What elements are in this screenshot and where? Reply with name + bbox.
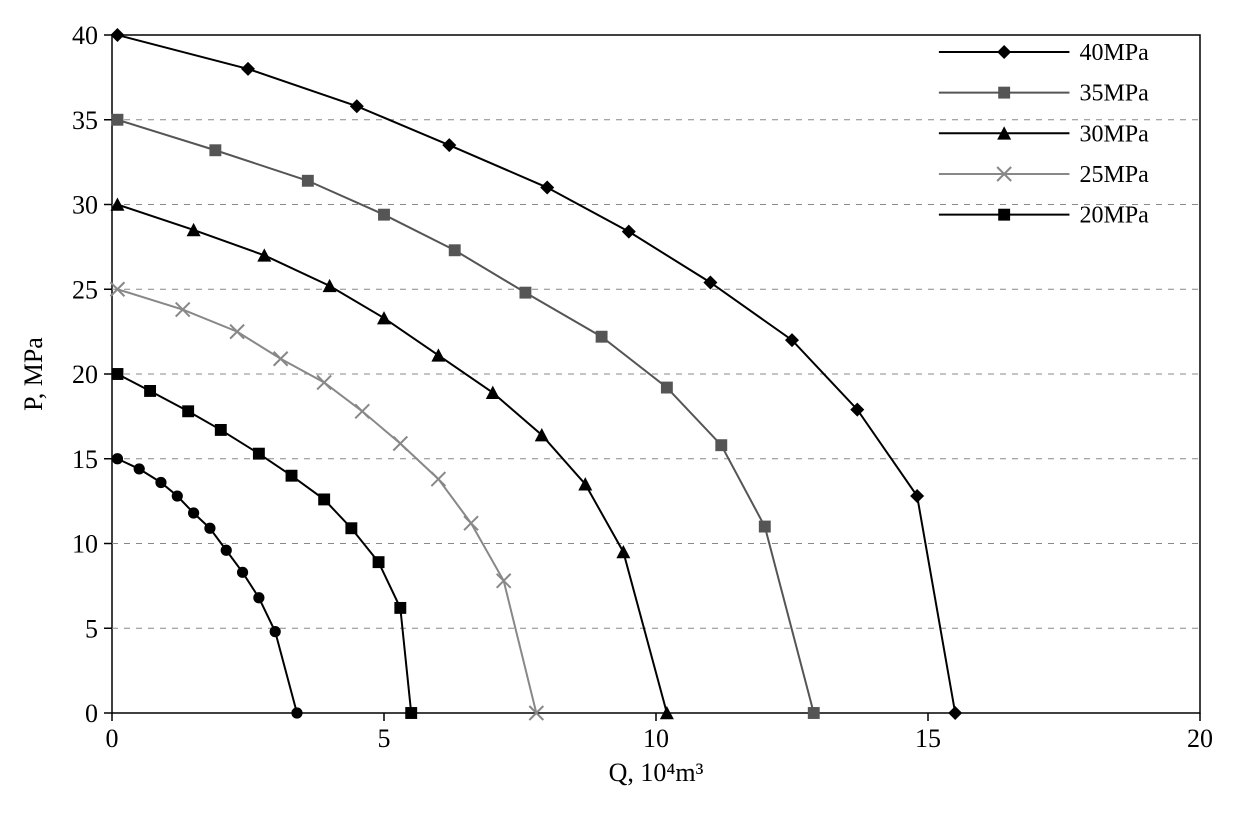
legend-label: 35MPa bbox=[1079, 81, 1149, 107]
x-tick-label: 15 bbox=[915, 724, 941, 753]
x-tick-label: 5 bbox=[378, 724, 391, 753]
x-tick-label: 20 bbox=[1187, 724, 1213, 753]
legend-label: 25MPa bbox=[1079, 162, 1149, 188]
y-tick-label: 20 bbox=[72, 360, 98, 389]
y-tick-label: 15 bbox=[72, 445, 98, 474]
y-tick-label: 40 bbox=[72, 21, 98, 50]
y-tick-label: 35 bbox=[72, 106, 98, 135]
chart-svg: 0 5 10 15 20 0 5 10 15 20 25 30 35 40 Q, 10⁴m³ P, MPa 40… bbox=[20, 20, 1220, 793]
x-tick-label: 0 bbox=[106, 724, 119, 753]
y-tick-label: 10 bbox=[72, 530, 98, 559]
legend-label: 40MPa bbox=[1079, 40, 1149, 66]
x-axis-label: Q, 10⁴m³ bbox=[609, 758, 704, 787]
y-tick-label: 0 bbox=[85, 699, 98, 728]
x-tick-label: 10 bbox=[643, 724, 669, 753]
y-tick-label: 25 bbox=[72, 275, 98, 304]
y-tick-label: 5 bbox=[85, 614, 98, 643]
y-axis-label: P, MPa bbox=[20, 337, 48, 411]
chart-container: 0 5 10 15 20 0 5 10 15 20 25 30 35 40 Q, 10⁴m³ P, MPa 40… bbox=[20, 20, 1220, 793]
legend-label: 30MPa bbox=[1079, 121, 1149, 147]
legend-label: 20MPa bbox=[1079, 203, 1149, 229]
y-tick-label: 30 bbox=[72, 191, 98, 220]
